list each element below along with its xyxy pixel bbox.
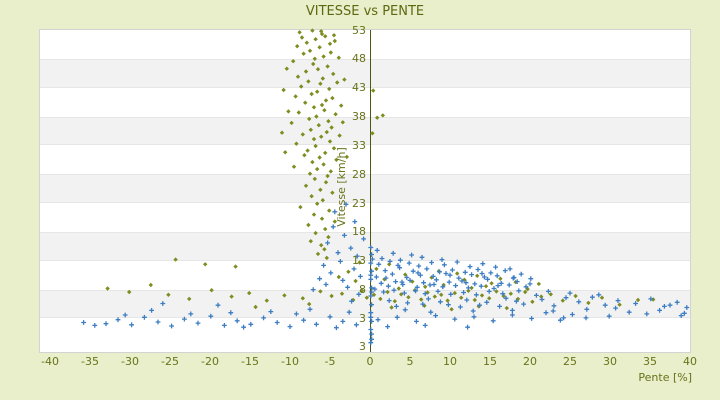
x-tick-label: 15 [483,355,497,368]
y-tick-label: 8 [359,283,366,297]
y-tick-label: 3 [359,312,366,325]
y-tick-label: 18 [352,225,366,239]
y-tick-label: 43 [352,81,366,95]
y-tick-label: 38 [352,110,366,123]
x-tick-label: -5 [324,355,336,368]
y-tick-label: 23 [352,196,366,210]
grid-band [40,116,690,146]
x-axis-title: Pente [%] [638,371,692,384]
grid-band [40,174,690,204]
x-tick-label: -15 [241,355,259,368]
chart-title: VITESSE vs PENTE [305,4,425,19]
x-tick-label: -25 [161,355,179,368]
x-tick-label: -10 [281,355,299,368]
grid-band [40,289,690,319]
y-tick-label: 48 [352,52,366,66]
x-tick-label: 40 [683,355,697,368]
x-tick-label: 25 [563,355,577,368]
x-tick-label: 30 [603,355,617,368]
x-tick-label: 5 [406,355,414,368]
x-tick-label: -40 [41,355,59,368]
x-tick-label: 35 [643,355,657,368]
grid-band [40,58,690,88]
x-tick-label: -30 [121,355,139,368]
y-tick-label: 53 [352,23,366,37]
y-tick-label: 13 [352,254,366,268]
x-tick-label: 20 [523,355,537,368]
y-tick-label: 33 [352,138,366,152]
series-descente-blue [81,201,690,346]
grid-band [40,231,690,261]
scatter-points [81,28,690,346]
series-montee-olive [105,28,656,312]
y-axis-end-label: 3 [359,340,366,353]
y-tick-label: 28 [352,167,366,181]
y-axis-title: Vitesse [km/h] [335,147,348,227]
x-tick-label: -20 [201,355,219,368]
zero-axis-line [370,30,371,352]
x-tick-label: 0 [366,355,374,368]
x-tick-label: -35 [81,355,99,368]
x-tick-label: 10 [443,355,457,368]
plot-area: 53 48 43 38 33 28 23 18 13 8 3 3 Vitesse [km/h] [40,24,690,353]
